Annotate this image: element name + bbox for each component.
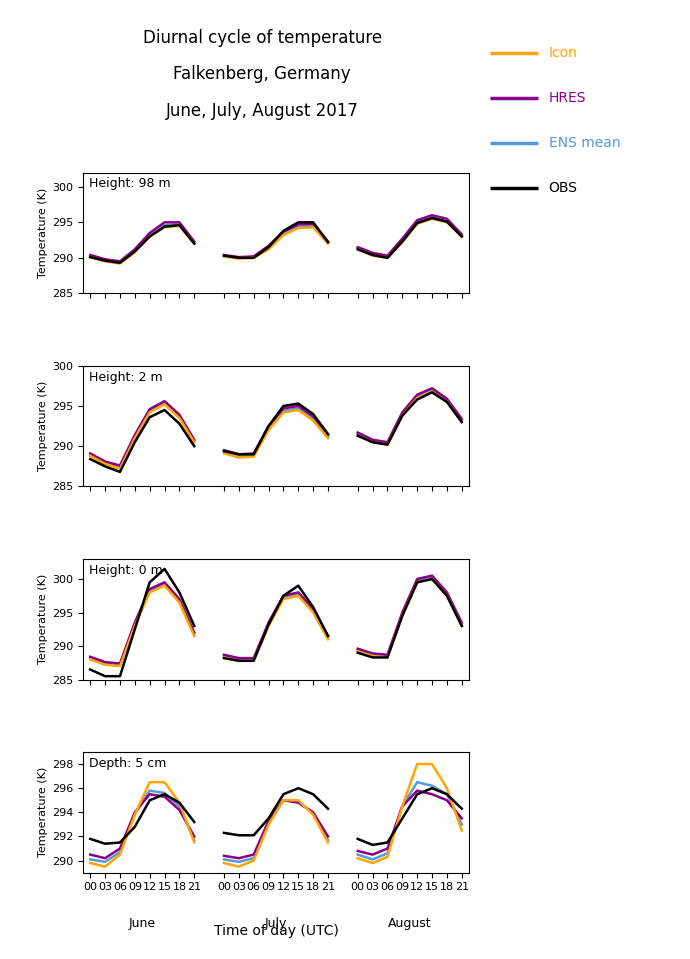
Text: HRES: HRES: [549, 91, 586, 105]
Text: Falkenberg, Germany: Falkenberg, Germany: [173, 65, 351, 83]
Text: ENS mean: ENS mean: [549, 136, 620, 150]
Text: June, July, August 2017: June, July, August 2017: [166, 102, 359, 120]
Text: Height: 0 m: Height: 0 m: [88, 564, 162, 576]
Text: Height: 2 m: Height: 2 m: [88, 370, 162, 384]
Text: Height: 98 m: Height: 98 m: [88, 177, 170, 191]
Text: OBS: OBS: [549, 181, 578, 195]
Text: Depth: 5 cm: Depth: 5 cm: [88, 757, 166, 770]
Y-axis label: Temperature (K): Temperature (K): [38, 188, 48, 278]
Text: June: June: [128, 917, 156, 930]
Y-axis label: Temperature (K): Temperature (K): [38, 574, 48, 665]
Text: July: July: [265, 917, 287, 930]
Text: Diurnal cycle of temperature: Diurnal cycle of temperature: [143, 29, 382, 47]
Y-axis label: Temperature (K): Temperature (K): [38, 381, 48, 471]
Y-axis label: Temperature (K): Temperature (K): [37, 767, 48, 857]
Text: Time of day (UTC): Time of day (UTC): [214, 924, 338, 938]
Text: Icon: Icon: [549, 46, 578, 59]
Text: August: August: [388, 917, 431, 930]
